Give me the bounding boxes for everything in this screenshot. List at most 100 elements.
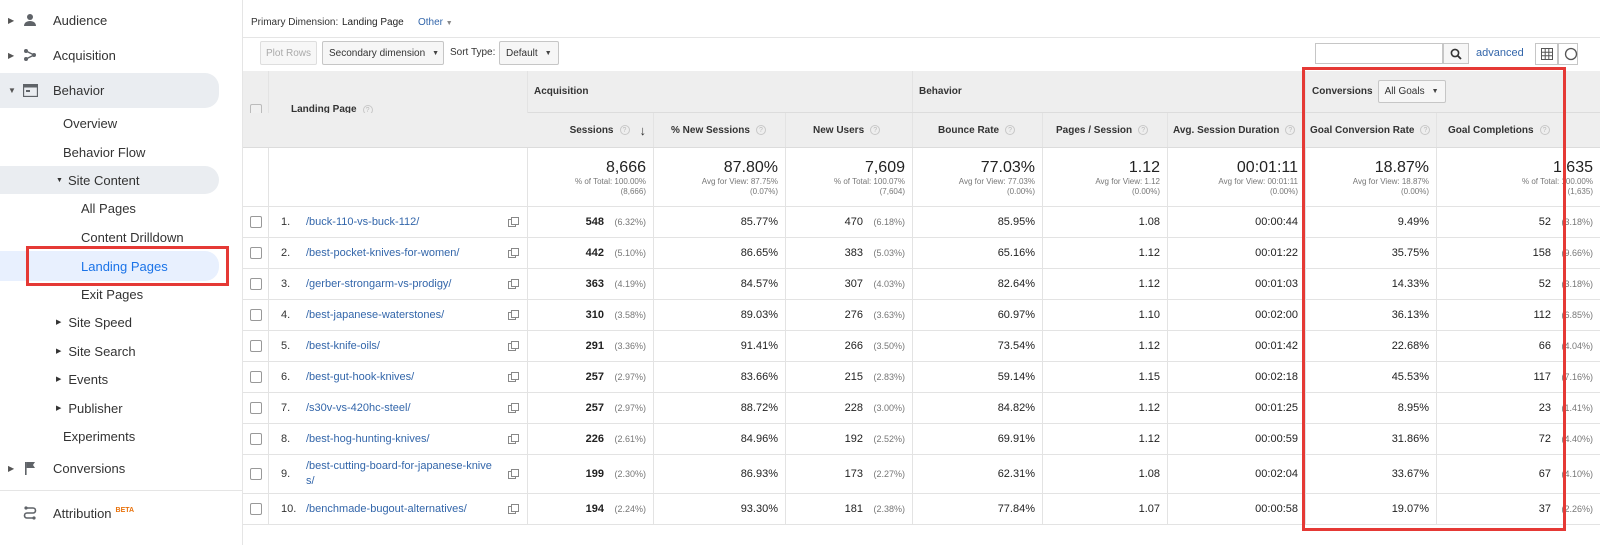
help-icon[interactable]: ? bbox=[1539, 125, 1550, 135]
goal-select-dropdown[interactable]: All Goals ▼ bbox=[1377, 80, 1446, 103]
row-checkbox[interactable] bbox=[249, 309, 262, 321]
row-number: 10. bbox=[281, 503, 297, 515]
bounce-rate-value: 84.82% bbox=[997, 402, 1035, 414]
sidebar-item-behavior[interactable]: ▼ Behavior bbox=[0, 73, 219, 107]
sort-type-dropdown[interactable]: Default ▼ bbox=[499, 41, 559, 65]
plot-rows-button[interactable]: Plot Rows bbox=[260, 41, 317, 65]
landing-page-link[interactable]: /gerber-strongarm-vs-prodigy/ bbox=[306, 277, 452, 292]
sidebar-item-attribution[interactable]: Attribution BETA bbox=[0, 496, 243, 530]
table-view-button[interactable] bbox=[1535, 43, 1558, 65]
sessions-value: 310 bbox=[585, 309, 604, 321]
column-header-goal-conversion-rate[interactable]: Goal Conversion Rate? bbox=[1306, 113, 1437, 147]
sort-descending-icon[interactable]: ↓ bbox=[639, 122, 647, 138]
highlight-box bbox=[26, 246, 229, 286]
landing-page-link[interactable]: /buck-110-vs-buck-112/ bbox=[306, 215, 419, 230]
sidebar-item-audience[interactable]: ▶ Audience bbox=[0, 3, 243, 37]
sidebar-item-publisher[interactable]: ▶ Publisher bbox=[56, 394, 123, 422]
help-icon[interactable]: ? bbox=[1420, 125, 1431, 135]
open-page-icon[interactable] bbox=[508, 434, 519, 444]
total-subtext: % of Total: 100.00% bbox=[1521, 176, 1593, 186]
total-subtext: Avg for View: 77.03% bbox=[958, 176, 1035, 186]
pages-session-value: 1.15 bbox=[1138, 371, 1160, 383]
row-checkbox[interactable] bbox=[249, 402, 262, 414]
table-row: 9. /best-cutting-board-for-japanese-kniv… bbox=[243, 455, 1600, 494]
sidebar-item-content-drilldown[interactable]: Content Drilldown bbox=[81, 223, 184, 251]
landing-page-text: /best-pocket-knives-for-women/ bbox=[306, 246, 460, 259]
row-checkbox[interactable] bbox=[249, 247, 262, 259]
column-header-new-users[interactable]: New Users? bbox=[786, 113, 913, 147]
landing-page-link[interactable]: /s30v-vs-420hc-steel/ bbox=[306, 401, 411, 416]
row-number: 6. bbox=[281, 371, 291, 383]
help-icon[interactable]: ? bbox=[1138, 125, 1149, 135]
column-header-new-sessions[interactable]: % New Sessions? bbox=[654, 113, 786, 147]
help-icon[interactable]: ? bbox=[755, 125, 766, 135]
column-header-pages-session[interactable]: Pages / Session? bbox=[1043, 113, 1168, 147]
sidebar-item-site-speed[interactable]: ▶ Site Speed bbox=[56, 308, 132, 336]
column-header-bounce-rate[interactable]: Bounce Rate? bbox=[913, 113, 1043, 147]
open-page-icon[interactable] bbox=[508, 403, 519, 413]
open-page-icon[interactable] bbox=[508, 504, 519, 514]
new-sessions-value: 91.41% bbox=[740, 340, 778, 352]
goal-conversion-rate-cell: 22.68% bbox=[1306, 331, 1437, 361]
goal-conversion-rate-cell: 45.53% bbox=[1306, 362, 1437, 392]
sidebar-item-exit-pages[interactable]: Exit Pages bbox=[81, 280, 143, 308]
row-checkbox[interactable] bbox=[249, 503, 262, 515]
landing-page-link[interactable]: /best-knife-oils/ bbox=[306, 339, 380, 354]
help-icon[interactable]: ? bbox=[619, 125, 630, 135]
avg-duration-cell: 00:01:42 bbox=[1168, 331, 1306, 361]
landing-page-link[interactable]: /best-gut-hook-knives/ bbox=[306, 370, 414, 385]
new-users-percent: (5.03%) bbox=[873, 248, 905, 258]
goal-completions-percent: (1.41%) bbox=[1561, 403, 1593, 413]
sidebar-item-behavior-flow[interactable]: Behavior Flow bbox=[63, 138, 145, 166]
help-icon[interactable]: ? bbox=[870, 125, 881, 135]
landing-page-link[interactable]: /best-cutting-board-for-japanese-knive s/ bbox=[306, 459, 492, 489]
open-page-icon[interactable] bbox=[508, 217, 519, 227]
landing-page-link[interactable]: /best-hog-hunting-knives/ bbox=[306, 432, 430, 447]
row-checkbox[interactable] bbox=[249, 371, 262, 383]
sidebar-item-site-content[interactable]: ▼ Site Content bbox=[56, 166, 139, 194]
secondary-dimension-dropdown[interactable]: Secondary dimension ▼ bbox=[322, 41, 444, 65]
sidebar-item-conversions[interactable]: ▶ Conversions bbox=[0, 451, 243, 485]
search-button[interactable] bbox=[1443, 43, 1469, 64]
sidebar-item-acquisition[interactable]: ▶ Acquisition bbox=[0, 38, 243, 72]
open-page-icon[interactable] bbox=[508, 469, 519, 479]
goal-completions-value: 158 bbox=[1532, 247, 1551, 259]
open-page-icon[interactable] bbox=[508, 341, 519, 351]
pages-session-cell: 1.12 bbox=[1043, 393, 1168, 423]
percentage-view-button[interactable] bbox=[1558, 43, 1578, 65]
table-row: 4. /best-japanese-waterstones/ 310 (3.58%… bbox=[243, 300, 1600, 331]
sidebar-item-experiments[interactable]: Experiments bbox=[63, 422, 135, 450]
landing-page-link[interactable]: /benchmade-bugout-alternatives/ bbox=[306, 502, 467, 517]
help-icon[interactable]: ? bbox=[1285, 125, 1296, 135]
landing-page-link[interactable]: /best-pocket-knives-for-women/ bbox=[306, 246, 459, 261]
goal-conversion-rate-value: 36.13% bbox=[1391, 309, 1429, 321]
sidebar-item-landing-pages[interactable]: Landing Pages bbox=[81, 252, 168, 280]
open-page-icon[interactable] bbox=[508, 279, 519, 289]
table-search-input[interactable] bbox=[1315, 43, 1443, 64]
new-users-cell: 173 (2.27%) bbox=[786, 455, 913, 493]
pages-session-value: 1.12 bbox=[1138, 278, 1160, 290]
open-page-icon[interactable] bbox=[508, 372, 519, 382]
row-checkbox[interactable] bbox=[249, 468, 262, 480]
sidebar-item-site-search[interactable]: ▶ Site Search bbox=[56, 337, 136, 365]
row-checkbox[interactable] bbox=[249, 216, 262, 228]
column-header-avg-duration[interactable]: Avg. Session Duration? bbox=[1168, 113, 1306, 147]
column-header-goal-completions[interactable]: Goal Completions? bbox=[1437, 113, 1600, 147]
sidebar-item-all-pages[interactable]: All Pages bbox=[81, 194, 136, 222]
bounce-rate-value: 59.14% bbox=[997, 371, 1035, 383]
row-select-cell bbox=[243, 424, 269, 454]
sidebar-item-overview[interactable]: Overview bbox=[63, 109, 117, 137]
help-icon[interactable]: ? bbox=[1005, 125, 1016, 135]
bounce-rate-cell: 69.91% bbox=[913, 424, 1043, 454]
open-page-icon[interactable] bbox=[508, 248, 519, 258]
row-checkbox[interactable] bbox=[249, 340, 262, 352]
advanced-search-link[interactable]: advanced bbox=[1476, 47, 1524, 59]
other-dimension-link[interactable]: Other ▼ bbox=[418, 17, 453, 28]
sidebar-item-events[interactable]: ▶ Events bbox=[56, 365, 108, 393]
column-header-sessions[interactable]: Sessions? ↓ bbox=[528, 113, 654, 147]
row-checkbox[interactable] bbox=[249, 278, 262, 290]
landing-page-link[interactable]: /best-japanese-waterstones/ bbox=[306, 308, 444, 323]
open-page-icon[interactable] bbox=[508, 310, 519, 320]
row-checkbox[interactable] bbox=[249, 433, 262, 445]
goal-completions-percent: (2.26%) bbox=[1561, 504, 1593, 514]
